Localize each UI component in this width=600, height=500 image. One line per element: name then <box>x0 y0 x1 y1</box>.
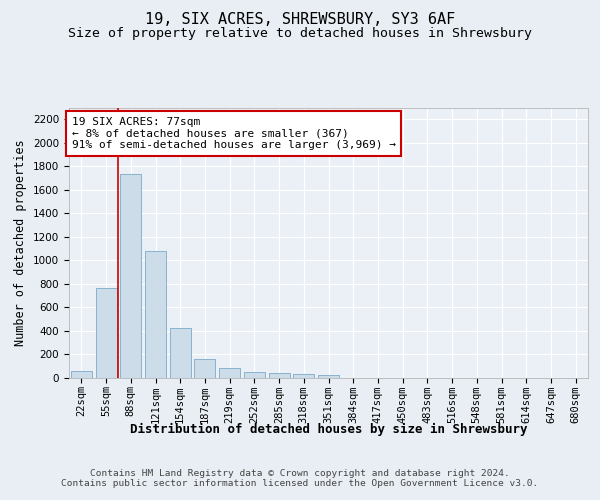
Bar <box>293 374 314 378</box>
Text: 19, SIX ACRES, SHREWSBURY, SY3 6AF: 19, SIX ACRES, SHREWSBURY, SY3 6AF <box>145 12 455 28</box>
Bar <box>318 376 339 378</box>
Text: Contains HM Land Registry data © Crown copyright and database right 2024.
Contai: Contains HM Land Registry data © Crown c… <box>61 469 539 488</box>
Bar <box>71 371 92 378</box>
Bar <box>219 368 240 378</box>
Text: 19 SIX ACRES: 77sqm
← 8% of detached houses are smaller (367)
91% of semi-detach: 19 SIX ACRES: 77sqm ← 8% of detached hou… <box>71 117 395 150</box>
Bar <box>170 328 191 378</box>
Text: Distribution of detached houses by size in Shrewsbury: Distribution of detached houses by size … <box>130 422 527 436</box>
Text: Size of property relative to detached houses in Shrewsbury: Size of property relative to detached ho… <box>68 28 532 40</box>
Bar <box>269 372 290 378</box>
Y-axis label: Number of detached properties: Number of detached properties <box>14 139 28 346</box>
Bar <box>194 360 215 378</box>
Bar <box>244 372 265 378</box>
Bar <box>145 252 166 378</box>
Bar <box>120 174 141 378</box>
Bar <box>95 288 116 378</box>
